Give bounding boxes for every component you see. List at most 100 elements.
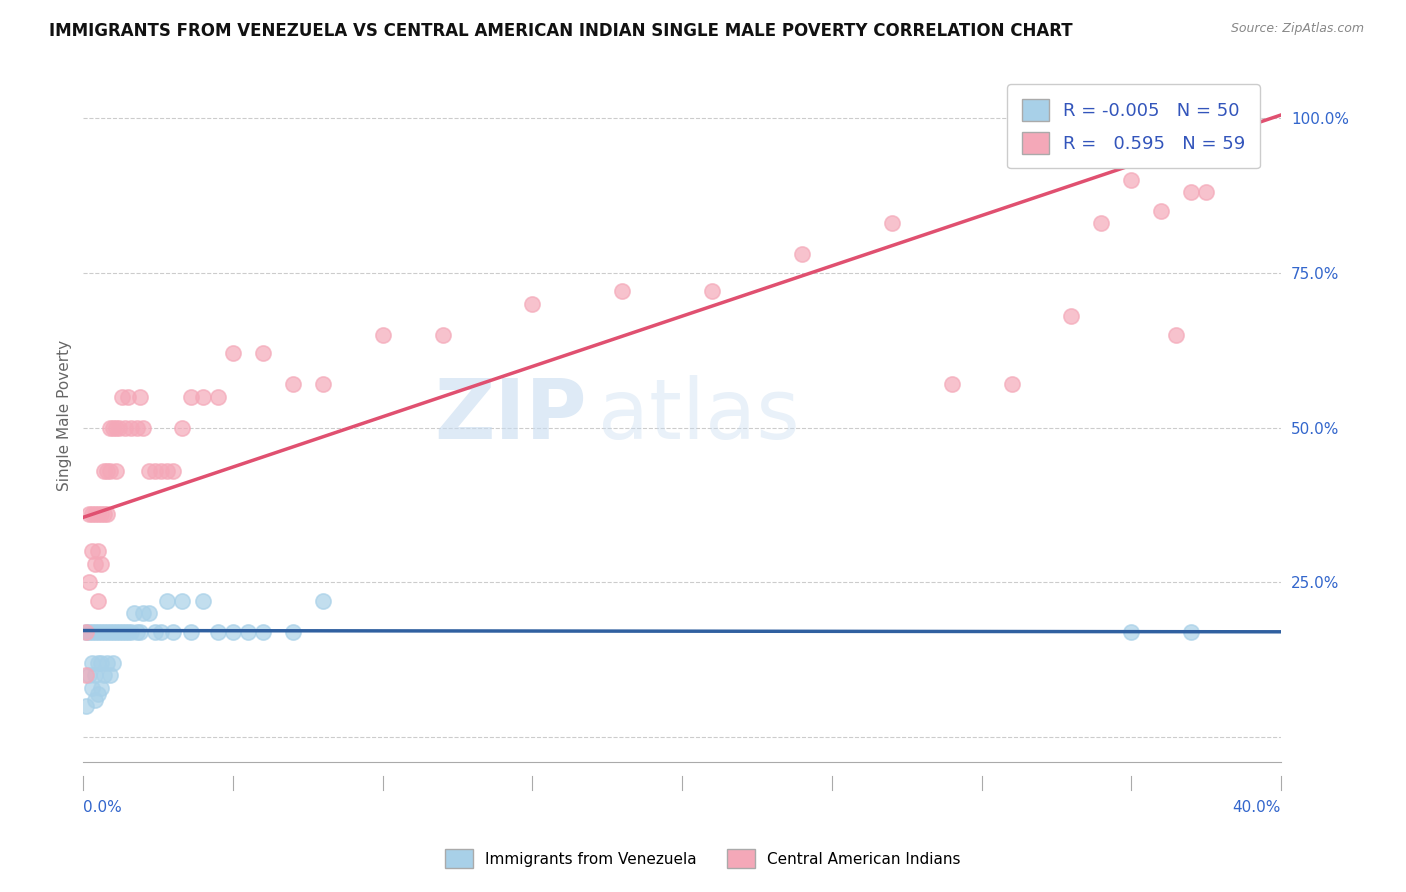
Point: [207, 390, 229, 404]
Point: [98, 624, 121, 639]
Point: [105, 624, 128, 639]
Point: [252, 346, 274, 360]
Point: [77, 668, 100, 682]
Point: [98, 464, 121, 478]
Point: [84, 507, 107, 521]
Point: [98, 668, 121, 682]
Point: [120, 624, 142, 639]
Text: atlas: atlas: [599, 375, 800, 456]
Legend: Immigrants from Venezuela, Central American Indians: Immigrants from Venezuela, Central Ameri…: [437, 841, 969, 875]
Point: [87, 507, 110, 521]
Point: [312, 594, 335, 608]
Point: [702, 285, 724, 299]
Text: 0.0%: 0.0%: [83, 800, 122, 815]
Point: [1090, 216, 1112, 230]
Point: [1180, 186, 1202, 200]
Point: [117, 624, 139, 639]
Point: [98, 420, 121, 434]
Point: [114, 420, 136, 434]
Point: [103, 656, 125, 670]
Point: [108, 420, 131, 434]
Point: [84, 668, 107, 682]
Point: [84, 624, 107, 639]
Point: [90, 624, 112, 639]
Point: [172, 594, 194, 608]
Point: [75, 668, 97, 682]
Text: Source: ZipAtlas.com: Source: ZipAtlas.com: [1230, 22, 1364, 36]
Point: [127, 420, 149, 434]
Point: [156, 464, 179, 478]
Point: [138, 464, 160, 478]
Point: [87, 687, 110, 701]
Point: [162, 464, 184, 478]
Point: [105, 464, 128, 478]
Point: [103, 420, 125, 434]
Text: IMMIGRANTS FROM VENEZUELA VS CENTRAL AMERICAN INDIAN SINGLE MALE POVERTY CORRELA: IMMIGRANTS FROM VENEZUELA VS CENTRAL AME…: [49, 22, 1073, 40]
Point: [1121, 624, 1143, 639]
Point: [191, 390, 214, 404]
Point: [236, 624, 259, 639]
Point: [96, 656, 118, 670]
Point: [1166, 327, 1188, 342]
Point: [93, 464, 115, 478]
Point: [156, 594, 179, 608]
Point: [1195, 186, 1218, 200]
Point: [222, 624, 245, 639]
Point: [90, 681, 112, 695]
Point: [132, 420, 155, 434]
Point: [111, 390, 134, 404]
Point: [75, 624, 97, 639]
Legend: R = -0.005   N = 50, R =   0.595   N = 59: R = -0.005 N = 50, R = 0.595 N = 59: [1008, 85, 1260, 169]
Point: [1150, 203, 1173, 218]
Point: [87, 624, 110, 639]
Point: [180, 624, 202, 639]
Point: [96, 464, 118, 478]
Point: [82, 544, 104, 558]
Point: [96, 507, 118, 521]
Point: [150, 624, 173, 639]
Point: [1060, 309, 1083, 323]
Y-axis label: Single Male Poverty: Single Male Poverty: [58, 340, 72, 491]
Point: [122, 606, 145, 620]
Point: [790, 247, 813, 261]
Point: [138, 606, 160, 620]
Point: [432, 327, 454, 342]
Point: [371, 327, 394, 342]
Point: [941, 377, 963, 392]
Point: [132, 606, 155, 620]
Point: [117, 390, 139, 404]
Point: [77, 624, 100, 639]
Point: [127, 624, 149, 639]
Point: [108, 624, 131, 639]
Point: [207, 624, 229, 639]
Point: [82, 507, 104, 521]
Point: [87, 594, 110, 608]
Point: [90, 656, 112, 670]
Point: [522, 297, 544, 311]
Point: [96, 624, 118, 639]
Text: ZIP: ZIP: [434, 375, 586, 456]
Point: [105, 420, 128, 434]
Point: [222, 346, 245, 360]
Point: [312, 377, 335, 392]
Point: [162, 624, 184, 639]
Point: [82, 624, 104, 639]
Point: [180, 390, 202, 404]
Point: [281, 377, 304, 392]
Text: 40.0%: 40.0%: [1233, 800, 1281, 815]
Point: [1000, 377, 1022, 392]
Point: [612, 285, 634, 299]
Point: [84, 693, 107, 707]
Point: [93, 507, 115, 521]
Point: [77, 575, 100, 590]
Point: [129, 624, 152, 639]
Point: [172, 420, 194, 434]
Point: [143, 464, 166, 478]
Point: [90, 557, 112, 571]
Point: [77, 507, 100, 521]
Point: [191, 594, 214, 608]
Point: [87, 656, 110, 670]
Point: [1180, 624, 1202, 639]
Point: [1121, 173, 1143, 187]
Point: [75, 624, 97, 639]
